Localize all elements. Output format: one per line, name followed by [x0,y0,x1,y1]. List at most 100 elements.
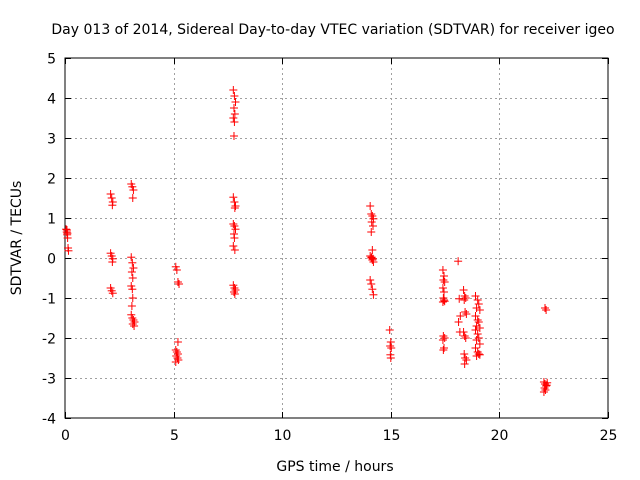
data-point [127,302,136,310]
plot-frame [64,57,609,419]
data-point [171,262,180,271]
data-point [368,254,377,263]
data-point [128,182,137,191]
data-point [542,381,551,390]
x-tick-label: 5 [170,428,179,444]
data-point [456,312,465,320]
data-point [369,290,378,299]
data-point [459,286,468,294]
y-tick-label: 2 [47,172,56,188]
data-point [454,257,463,266]
data-point [173,278,182,286]
data-point [542,306,551,314]
data-point [230,204,239,212]
data-point [128,294,137,302]
data-point [231,225,240,234]
data-point [455,294,464,303]
data-point [474,334,483,342]
y-axis-label: SDTVAR / TECUs [9,181,25,296]
y-tick-label: -3 [42,372,56,388]
data-point [385,326,394,334]
data-point [64,246,73,255]
data-point [387,344,396,352]
data-point [130,322,139,330]
data-point [454,318,463,326]
data-point [230,92,239,100]
data-point [127,268,136,276]
x-tick-label: 10 [274,428,292,444]
data-point [229,86,238,94]
data-point [127,282,136,290]
data-point [231,98,240,106]
data-point [386,342,395,350]
data-point [127,253,136,262]
data-point [386,354,395,362]
data-point [369,214,378,223]
y-tick-label: 3 [47,132,56,148]
data-point [229,242,238,250]
x-tick-label: 25 [600,428,618,444]
data-point [438,336,447,344]
data-point [229,288,238,296]
data-point [129,264,138,272]
grid [65,58,608,418]
y-tick-label: -4 [42,412,56,428]
data-point [173,354,182,362]
data-point [439,276,448,284]
y-tick-label: 1 [47,212,56,228]
data-point [461,294,470,302]
data-point [231,202,240,210]
y-tick-label: -2 [42,332,56,348]
data-point [475,340,484,348]
data-point [474,300,483,308]
data-point [472,304,481,312]
data-point [460,332,469,340]
data-point [128,274,137,282]
data-point [440,288,449,296]
data-point [108,201,117,210]
data-point [475,324,484,332]
data-point [230,234,239,242]
data-point [473,316,482,324]
data-point [472,352,481,360]
data-point [128,194,137,202]
data-point [173,338,182,346]
data-point [459,328,468,336]
data-point [366,276,375,284]
data-point [460,360,469,368]
data-point [175,280,184,288]
data-point [472,336,481,344]
y-tick-label: -1 [42,292,56,308]
data-point [367,253,376,262]
data-point [367,228,376,236]
data-point [439,346,448,354]
data-point [440,278,449,286]
data-point [230,118,239,126]
data-point [229,104,238,112]
data-point [472,322,481,330]
data-point [128,258,137,267]
data-point [230,246,239,254]
data-point [438,266,447,274]
data-point [440,344,449,352]
x-axis: 0 5 10 15 20 25 [61,58,617,444]
data-point [461,308,470,316]
data-point [461,334,470,342]
data-point [128,320,137,328]
data-point [473,296,482,304]
data-point [542,382,551,390]
data-point [129,186,138,194]
data-point [471,326,480,334]
data-point [108,289,117,298]
x-tick-label: 0 [61,428,70,444]
data-point [462,310,471,318]
data-point [230,110,239,118]
data-point [172,266,181,274]
data-point [108,258,117,266]
data-point [368,285,377,294]
data-point [129,316,138,324]
chart-title: Day 013 of 2014, Sidereal Day-to-day VTE… [51,22,614,38]
data-point [471,292,480,300]
data-point [473,330,482,338]
